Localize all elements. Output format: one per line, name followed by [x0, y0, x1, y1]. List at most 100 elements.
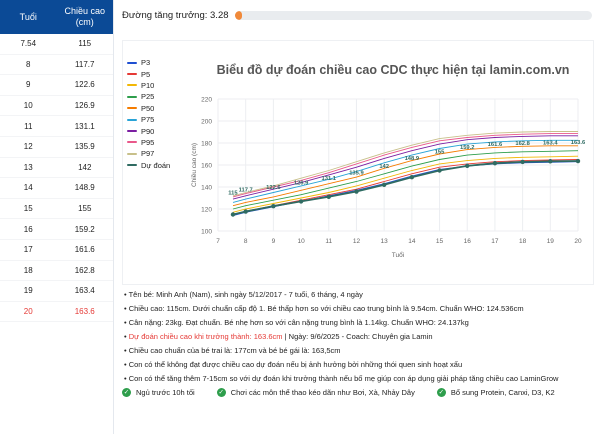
table-row: 9 122.6 — [0, 75, 113, 96]
legend-label: P90 — [141, 126, 155, 136]
x-tick-label: 20 — [574, 238, 582, 245]
table-header: Tuổi Chiều cao (cm) — [0, 0, 113, 34]
chart-legend: P3 P5 P10 P25 P50 P75 P90 P95 P97 Dự đoán — [127, 57, 191, 171]
table-body: 7.54 115 8 117.7 9 122.6 10 126.9 11 131.1 12 135.9… — [0, 34, 113, 323]
y-tick-label: 140 — [201, 185, 212, 192]
info-line: • Con có thể tăng thêm 7-15cm so với dự … — [122, 374, 592, 385]
bullet: • — [124, 331, 129, 341]
y-tick-label: 120 — [201, 207, 212, 214]
legend-swatch — [127, 164, 137, 167]
table-row: 12 135.9 — [0, 137, 113, 158]
tip-item: ✓ Bổ sung Protein, Canxi, D3, K2 — [436, 387, 555, 397]
legend-item[interactable]: P5 — [127, 68, 191, 79]
y-tick-label: 160 — [201, 163, 212, 170]
prediction-point — [243, 209, 248, 214]
legend-swatch — [127, 118, 137, 121]
prediction-point — [520, 159, 525, 165]
legend-label: P10 — [141, 80, 155, 90]
chart-card: P3 P5 P10 P25 P50 P75 P90 P95 P97 Dự đoán Biểu đồ… — [122, 40, 594, 285]
age-cell: 14 — [23, 183, 33, 193]
series-line-p50 — [232, 145, 578, 207]
legend-label: P5 — [141, 69, 151, 79]
data-label: 142 — [379, 164, 389, 170]
y-tick-label: 200 — [201, 119, 212, 126]
legend-item[interactable]: P90 — [127, 125, 191, 136]
height-cell: 148.9 — [74, 183, 95, 193]
header-age: Tuổi — [19, 11, 37, 22]
legend-swatch — [127, 73, 137, 76]
series-line-p3 — [232, 161, 579, 217]
table-row: 16 159.2 — [0, 219, 113, 240]
tip-label: Chơi các môn thể thao kéo dãn như Bơi, X… — [230, 387, 415, 397]
data-label: 155 — [435, 150, 445, 156]
series-line-p90 — [232, 135, 578, 200]
age-cell: 13 — [23, 162, 33, 172]
age-cell: 17 — [23, 245, 33, 255]
legend-label: P97 — [141, 149, 155, 159]
x-tick-label: 10 — [297, 238, 305, 245]
legend-item[interactable]: P10 — [127, 80, 191, 91]
date-coach-text: | Ngày: 9/6/2025 - Coach: Chuyên gia Lam… — [282, 331, 433, 341]
table-row: 19 163.4 — [0, 281, 113, 302]
table-row: 8 117.7 — [0, 55, 113, 76]
chart-title: Biểu đồ dự đoán chiều cao CDC thực hiện … — [216, 63, 570, 77]
x-tick-label: 19 — [547, 238, 555, 245]
prediction-point — [409, 175, 415, 180]
legend-item[interactable]: P97 — [127, 148, 191, 159]
legend-label: P3 — [141, 58, 151, 68]
main-panel: Đường tăng trưởng: 3.28 P3 P5 P10 P25 P50 P75… — [114, 0, 600, 434]
info-text: Chiều cao: 115cm. Dưới chuẩn cấp độ 1. B… — [128, 303, 524, 313]
x-tick-label: 8 — [244, 238, 248, 245]
bullet: • — [124, 373, 129, 383]
data-label: 122.6 — [266, 185, 281, 191]
height-cell: 155 — [78, 204, 92, 214]
legend-item[interactable]: P75 — [127, 114, 191, 125]
x-tick-label: 14 — [408, 238, 416, 245]
prediction-point — [548, 159, 553, 164]
legend-swatch — [127, 84, 137, 87]
growth-rate-fill — [234, 11, 242, 20]
legend-swatch — [127, 141, 137, 144]
x-tick-label: 16 — [464, 238, 472, 245]
legend-item[interactable]: P3 — [127, 57, 191, 68]
info-text: Con có thể không đạt được chiều cao dự đ… — [128, 359, 463, 369]
check-icon: ✓ — [216, 387, 226, 397]
height-cell: 126.9 — [74, 101, 95, 111]
prediction-point — [326, 194, 331, 199]
info-text: Chiều cao chuẩn của bé trai là: 177cm và… — [128, 345, 341, 355]
growth-rate-bar: Đường tăng trưởng: 3.28 — [122, 10, 592, 21]
tip-item: ✓ Chơi các môn thể thao kéo dãn như Bơi, … — [216, 387, 415, 397]
prediction-point — [492, 161, 498, 166]
growth-rate-label: Đường tăng trưởng: 3.28 — [122, 10, 229, 21]
data-label: 126.9 — [294, 180, 309, 186]
info-line: • Tên bé: Minh Anh (Nam), sinh ngày 5/12… — [122, 290, 592, 301]
table-row: 17 161.6 — [0, 240, 113, 261]
age-cell: 11 — [24, 121, 33, 131]
info-text: Con có thể tăng thêm 7-15cm so với dự đo… — [128, 373, 559, 383]
legend-item[interactable]: P95 — [127, 137, 191, 148]
legend-item[interactable]: P50 — [127, 103, 191, 114]
data-label: 162.8 — [515, 141, 530, 147]
bullet: • — [124, 290, 129, 299]
age-cell: 16 — [23, 224, 33, 234]
info-line: • Cân nặng: 23kg. Đạt chuẩn. Bé nhẹ hơn … — [122, 318, 592, 329]
legend-item[interactable]: P25 — [127, 91, 191, 102]
x-tick-label: 13 — [381, 238, 389, 245]
height-cell: 135.9 — [74, 142, 95, 152]
height-chart: 100 120 140 160 180 200 220 7 8 9 10 11 12 13 14 15 16 17… — [189, 97, 586, 260]
predicted-height-text: Dự đoán chiều cao khi trưởng thành: 163.… — [128, 331, 283, 341]
legend-item[interactable]: Dự đoán — [127, 160, 191, 171]
prediction-point — [575, 158, 581, 164]
age-cell: 9 — [26, 80, 31, 90]
data-label: 115 — [228, 191, 238, 197]
series-line-p95 — [232, 133, 578, 198]
header-height: Chiều cao (cm) — [64, 6, 106, 27]
height-cell: 161.6 — [74, 245, 95, 255]
age-cell: 20 — [23, 307, 33, 317]
height-cell: 163.6 — [74, 307, 95, 317]
check-icon: ✓ — [122, 387, 131, 397]
legend-swatch — [127, 107, 137, 110]
height-cell: 117.7 — [75, 59, 95, 69]
series-line-p25 — [232, 150, 579, 210]
age-cell: 8 — [26, 59, 31, 69]
